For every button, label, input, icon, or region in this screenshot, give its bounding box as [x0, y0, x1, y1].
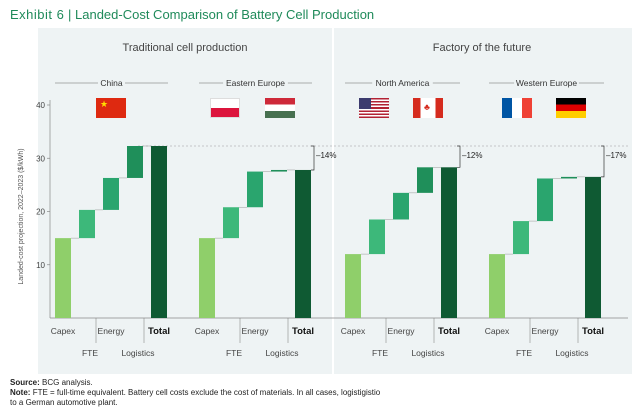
bar-total: [585, 176, 601, 318]
y-tick-label: 30: [36, 154, 45, 163]
region-label: North America: [376, 78, 430, 88]
x-label-fte: FTE: [372, 348, 388, 358]
france-flag: [502, 98, 532, 118]
bar-logistics: [271, 169, 287, 172]
bar-fte: [369, 219, 385, 255]
note-line-2: to a German automotive plant.: [10, 398, 118, 407]
bar-total: [295, 169, 311, 318]
region-label: China: [100, 78, 122, 88]
bar-capex: [55, 238, 71, 318]
panel-traditional: [38, 28, 332, 374]
chart-title: Landed-Cost Comparison of Battery Cell P…: [75, 7, 375, 22]
bar-fte: [513, 221, 529, 255]
note-line: Note: FTE = full-time equivalent. Batter…: [10, 388, 380, 398]
poland-flag: [210, 98, 240, 118]
germany-flag: [556, 98, 586, 118]
china-flag: ★: [96, 98, 126, 118]
usa-flag: [359, 98, 389, 118]
note-label: Note:: [10, 388, 31, 397]
x-label-total: Total: [148, 326, 170, 337]
x-label-fte: FTE: [516, 348, 532, 358]
y-tick-label: 40: [36, 101, 45, 110]
x-label-logistics: Logistics: [121, 348, 154, 358]
change-bracket: [601, 145, 605, 178]
x-label-fte: FTE: [82, 348, 98, 358]
x-label-total: Total: [292, 326, 314, 337]
x-label-logistics: Logistics: [411, 348, 444, 358]
x-label-logistics: Logistics: [555, 348, 588, 358]
bar-energy: [393, 192, 409, 220]
bar-fte: [223, 207, 239, 239]
bar-capex: [199, 238, 215, 318]
bar-fte: [79, 209, 95, 239]
x-label-capex: Capex: [195, 326, 220, 336]
exhibit-label: Exhibit 6: [10, 7, 65, 22]
note-text: FTE = full-time equivalent. Battery cell…: [32, 388, 381, 397]
panel-factory-of-the-future: [334, 28, 632, 374]
x-label-energy: Energy: [388, 326, 416, 336]
x-label-total: Total: [438, 326, 460, 337]
x-label-total: Total: [582, 326, 604, 337]
change-bracket: [457, 145, 461, 168]
bar-capex: [489, 254, 505, 318]
change-bracket: [311, 145, 315, 171]
bar-capex: [345, 254, 361, 318]
bar-energy: [537, 178, 553, 222]
bar-energy: [247, 171, 263, 208]
change-label: –12%: [462, 151, 482, 160]
title-separator: |: [68, 7, 75, 22]
group-label: Factory of the future: [433, 42, 531, 54]
region-label: Western Europe: [516, 78, 578, 88]
bar-logistics: [417, 167, 433, 193]
x-label-capex: Capex: [485, 326, 510, 336]
bar-logistics: [127, 146, 143, 178]
canada-flag: ♣: [413, 98, 443, 118]
change-label: –17%: [606, 151, 626, 160]
bar-total: [441, 167, 457, 318]
bar-total: [151, 146, 167, 318]
hungary-flag: [265, 98, 295, 118]
y-tick-label: 10: [36, 261, 45, 270]
exhibit-title: Exhibit 6 | Landed-Cost Comparison of Ba…: [10, 7, 374, 22]
y-tick-label: 20: [36, 208, 45, 217]
bar-logistics: [561, 176, 577, 179]
footnotes: Source: BCG analysis. Note: FTE = full-t…: [10, 378, 380, 408]
x-label-fte: FTE: [226, 348, 242, 358]
x-label-energy: Energy: [98, 326, 126, 336]
x-label-logistics: Logistics: [265, 348, 298, 358]
x-label-capex: Capex: [51, 326, 76, 336]
x-label-capex: Capex: [341, 326, 366, 336]
change-label: –14%: [316, 151, 336, 160]
x-label-energy: Energy: [532, 326, 560, 336]
y-axis-label: Landed-cost projection, 2022–2023 ($/kWh…: [18, 148, 25, 284]
group-label: Traditional cell production: [123, 42, 248, 54]
x-label-energy: Energy: [242, 326, 270, 336]
source-label: Source:: [10, 378, 40, 387]
bar-energy: [103, 177, 119, 210]
region-label: Eastern Europe: [226, 78, 285, 88]
source-text: BCG analysis.: [42, 378, 93, 387]
source-line: Source: BCG analysis.: [10, 378, 380, 388]
